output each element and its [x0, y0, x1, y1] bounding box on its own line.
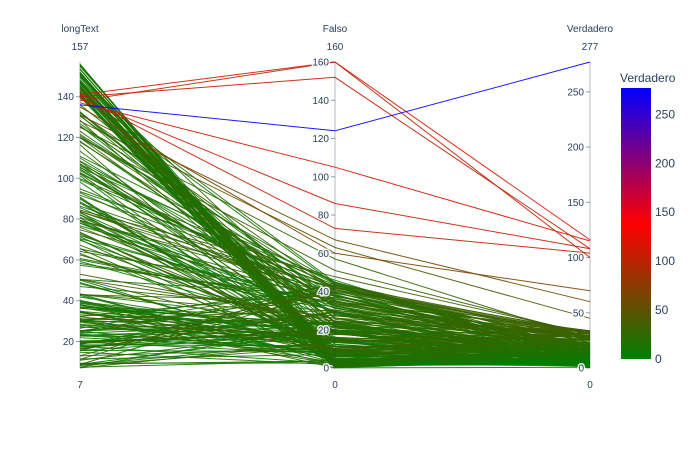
axis-range-max: 157	[72, 42, 89, 53]
data-line	[79, 338, 591, 369]
axis-range-min: 0	[587, 380, 593, 391]
data-line	[79, 229, 591, 332]
data-line	[79, 61, 591, 132]
data-line	[79, 219, 591, 333]
data-line	[79, 126, 591, 340]
axis-title: longText	[61, 24, 98, 35]
data-line	[79, 248, 591, 362]
data-line	[79, 309, 591, 332]
axis-tick-label: 60	[63, 255, 75, 266]
axis-tick-label: 140	[312, 96, 329, 107]
data-line	[79, 98, 591, 250]
data-line	[79, 279, 591, 332]
axis-tick-label: 120	[312, 134, 329, 145]
axis-tick-label: 20	[318, 325, 330, 336]
axis-tick-label: 140	[57, 92, 74, 103]
axis-tick-label: 100	[57, 174, 74, 185]
colorbar-tick-label: 0	[655, 352, 662, 366]
axis-range-max: 160	[327, 42, 344, 53]
axis-tick-label: 0	[578, 364, 584, 375]
data-line	[79, 320, 591, 365]
data-line	[79, 209, 591, 335]
axis-tick-label: 250	[567, 87, 584, 98]
axis-tick-label: 60	[318, 249, 330, 260]
axis-title: Verdadero	[567, 24, 614, 35]
data-line	[79, 324, 591, 336]
axis-range-max: 277	[582, 42, 599, 53]
data-line	[79, 211, 591, 335]
data-line	[79, 292, 591, 338]
data-line	[79, 91, 591, 332]
axis-falso[interactable]: Falso 160 00 20 40 60 80 100 120 140 160	[311, 24, 348, 391]
colorbar-gradient	[621, 88, 651, 359]
axis-tick-label: 20	[63, 337, 75, 348]
colorbar: Verdadero 0 50 100 150 200 250	[620, 71, 676, 366]
data-line	[79, 273, 591, 332]
axis-title: Falso	[323, 24, 348, 35]
data-line	[79, 112, 591, 339]
data-line	[79, 137, 591, 336]
axis-tick-label: 100	[312, 172, 329, 183]
colorbar-tick-label: 100	[655, 254, 675, 268]
data-line	[79, 76, 591, 250]
data-line	[79, 141, 591, 338]
data-line	[79, 211, 591, 332]
axis-tick-label: 100	[567, 253, 584, 264]
colorbar-tick-label: 200	[655, 156, 675, 170]
axis-verdadero[interactable]: Verdadero 277 00 50 100 150 200 250	[566, 24, 614, 391]
axis-tick-label: 200	[567, 143, 584, 154]
data-line	[79, 114, 591, 303]
axis-range-min: 0	[332, 380, 338, 391]
data-line	[79, 217, 591, 357]
data-line	[79, 232, 591, 352]
data-line	[79, 102, 591, 242]
data-line	[79, 252, 591, 358]
data-line	[79, 120, 591, 319]
data-line	[79, 278, 591, 342]
colorbar-tick-label: 50	[655, 303, 669, 317]
colorbar-tick-label: 150	[655, 205, 675, 219]
colorbar-title: Verdadero	[620, 71, 676, 85]
axis-tick-label: 160	[312, 58, 329, 69]
axis-longtext[interactable]: longText 157 7 20 40 60 80 100 120 140	[56, 24, 99, 391]
data-line	[79, 233, 591, 340]
axis-tick-label: 120	[57, 133, 74, 144]
axis-tick-label: 80	[318, 211, 330, 222]
axis-tick-label: 50	[573, 308, 585, 319]
colorbar-tick-label: 250	[655, 107, 675, 121]
axis-tick-label: 80	[63, 215, 75, 226]
axis-tick-label: 40	[63, 296, 75, 307]
data-line	[79, 192, 591, 340]
data-line	[79, 82, 591, 367]
axis-tick-label: 40	[318, 287, 330, 298]
data-line	[79, 226, 591, 338]
data-lines	[79, 61, 591, 369]
data-line	[79, 96, 591, 254]
axes: longText157720406080100120140Falso160002…	[56, 24, 614, 391]
axis-tick-label: 150	[567, 198, 584, 209]
data-line	[79, 88, 591, 351]
axis-range-min: 7	[77, 380, 83, 391]
axis-tick-label: 0	[323, 364, 329, 375]
